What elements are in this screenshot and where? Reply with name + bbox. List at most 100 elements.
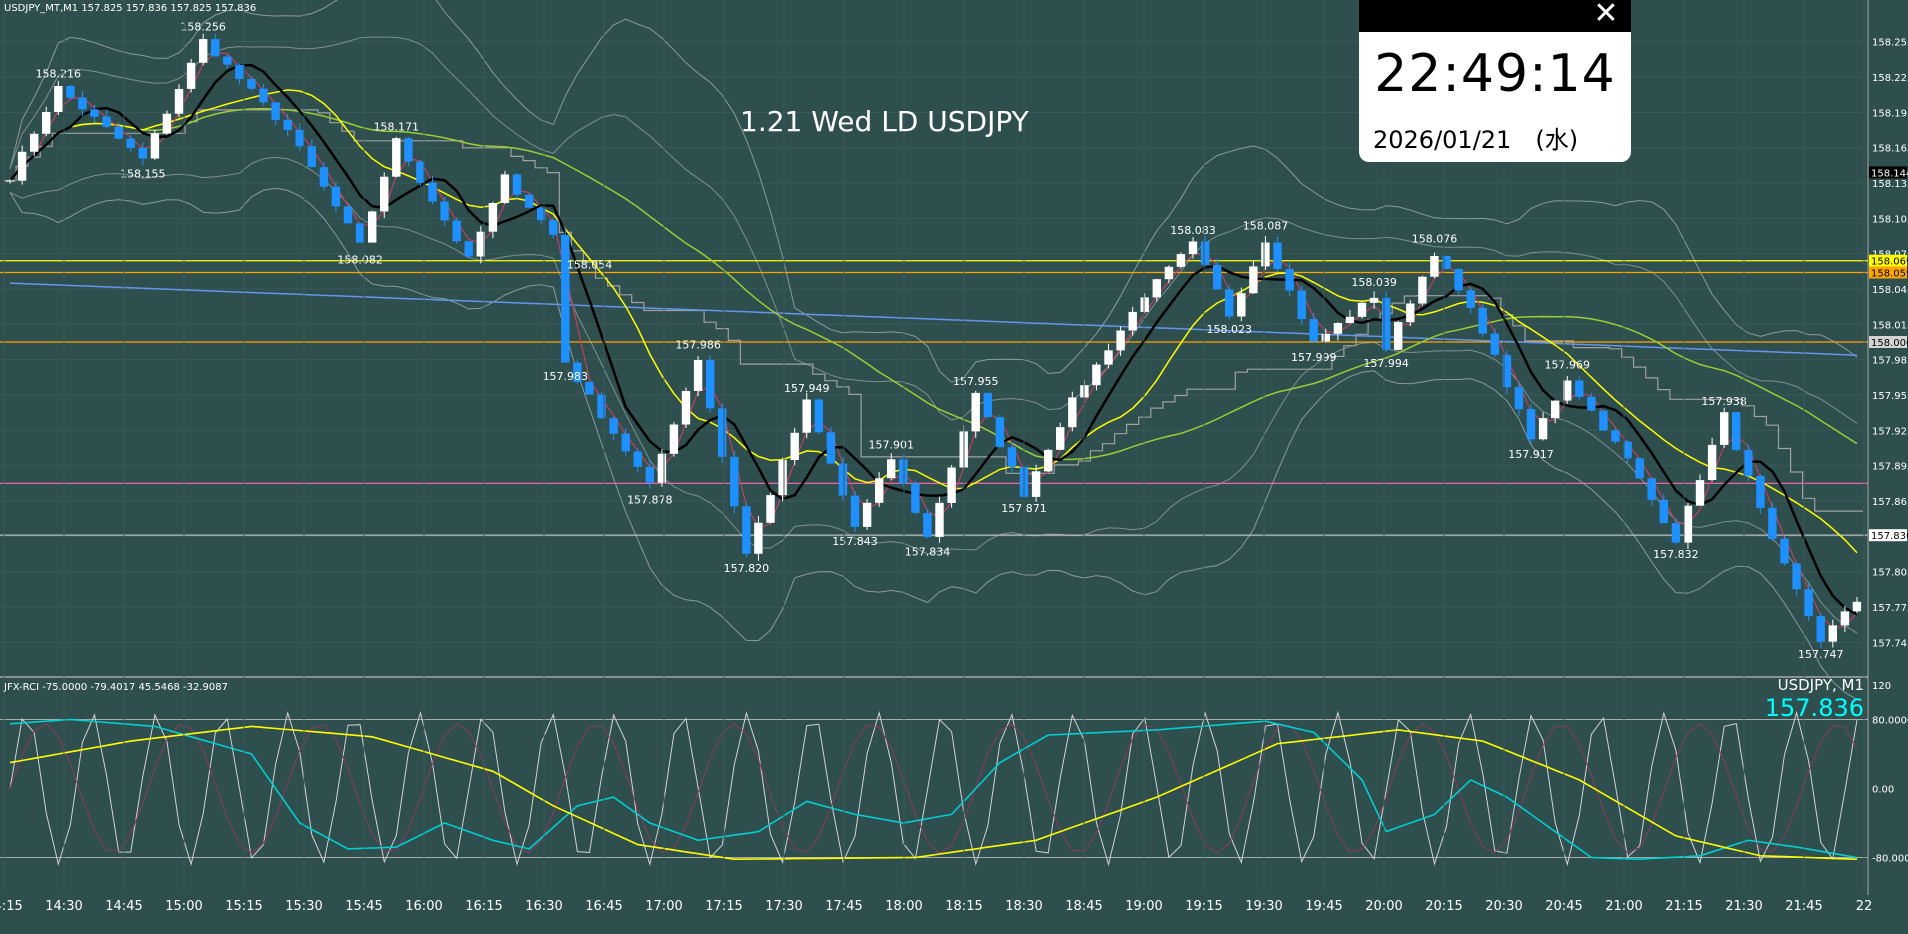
ma-fast: [9, 63, 1858, 616]
candle-body: [500, 174, 510, 203]
price-labels: 158.216 158.155 158.256 158.082 158.171 158.0…: [36, 21, 1844, 662]
time-tick-label: 20:30: [1485, 899, 1522, 914]
price-label: 158.256: [180, 21, 226, 34]
time-tick-label: 14:15: [0, 899, 23, 914]
time-tick-label: 18:15: [945, 899, 982, 914]
candle-body: [452, 220, 461, 242]
candle-body: [476, 231, 485, 257]
time-tick-label: 17:30: [765, 899, 802, 914]
candle-body: [66, 86, 75, 98]
price-tick-label: 158.015: [1872, 320, 1908, 331]
candle-body: [464, 241, 473, 257]
price-label: 157.986: [675, 339, 721, 352]
candle-body: [331, 186, 341, 207]
price-tag: 158.144: [1871, 168, 1908, 179]
price-tag: 158.059: [1871, 269, 1908, 280]
candle-body: [1828, 625, 1837, 642]
candle-body: [199, 39, 208, 63]
candle-body: [259, 88, 268, 103]
candle-body: [645, 466, 654, 483]
candle-body: [1647, 478, 1656, 500]
price-label: 157.747: [1798, 648, 1844, 661]
price-label: 158.155: [120, 167, 166, 180]
ma-mid: [9, 89, 1858, 554]
candle-body: [428, 182, 437, 202]
candle-body: [440, 201, 449, 221]
time-tick-label: 21:00: [1605, 899, 1642, 914]
candle-body: [1309, 319, 1318, 342]
candle-body: [162, 113, 172, 134]
price-label: 157.878: [627, 494, 673, 507]
price-label: 157.820: [724, 562, 770, 575]
candle-body: [1792, 563, 1801, 590]
price-label: 158.076: [1412, 233, 1458, 246]
candle-body: [1297, 290, 1306, 320]
candle-body: [585, 381, 594, 395]
candle-body: [766, 495, 775, 523]
candle-body: [392, 138, 401, 177]
candle-body: [1538, 418, 1548, 440]
time-tick-label: 18:45: [1065, 899, 1102, 914]
price-label: 157.999: [1291, 351, 1337, 364]
rci-short-line: [9, 710, 1858, 867]
candle-body: [1720, 412, 1729, 445]
clock-widget: ✕ 22:49:14 2026/01/21 (水): [1359, 0, 1631, 162]
price-label: 158.171: [374, 121, 420, 134]
candle-body: [1382, 297, 1391, 350]
candle-body: [271, 102, 280, 120]
candle-body: [1357, 302, 1367, 317]
time-tick-label: 20:00: [1365, 899, 1402, 914]
candle-body: [1587, 396, 1596, 411]
time-tick-label: 21:30: [1725, 899, 1762, 914]
candle-body: [30, 133, 39, 152]
price-tick-label: 158.045: [1872, 285, 1908, 296]
candle-body: [1442, 256, 1451, 269]
candle-body: [1007, 447, 1017, 467]
price-label: 157.917: [1508, 448, 1554, 461]
candle-body: [693, 360, 703, 391]
candle-body: [971, 392, 980, 432]
time-tick-label: 19:15: [1185, 899, 1222, 914]
candle-body: [669, 424, 679, 454]
candle-body: [90, 109, 99, 117]
candle-body: [343, 206, 353, 224]
candle-body: [1551, 400, 1560, 419]
rci-pane: 120 80.0000 0.00 -80.0000: [0, 681, 1908, 867]
candle-body: [319, 167, 329, 187]
step-line: [4, 109, 1863, 512]
price-label: 158.023: [1207, 323, 1253, 336]
candle-body: [211, 39, 220, 57]
candle-body: [838, 463, 848, 496]
candle-body: [1671, 523, 1681, 543]
candle-body: [1333, 323, 1343, 334]
candle-body: [1707, 444, 1717, 480]
candle-body: [850, 495, 860, 527]
price-label: 157.938: [1701, 395, 1747, 408]
candle-body: [814, 399, 823, 433]
candle-body: [247, 79, 256, 89]
candle-body: [1104, 350, 1113, 365]
candle-body: [887, 459, 896, 479]
candle-body: [995, 417, 1005, 448]
candle-body: [597, 394, 606, 419]
price-tick-label: 158.165: [1872, 144, 1908, 155]
candle-body: [1261, 242, 1270, 267]
rci-price-label: 157.836: [1765, 694, 1864, 722]
horizontal-lines: [0, 260, 1868, 536]
long-ma: [9, 282, 1858, 356]
candle-body: [416, 161, 425, 183]
candle-body: [1345, 316, 1355, 323]
price-tick-label: 157.805: [1872, 568, 1908, 579]
time-tick-label: 17:00: [645, 899, 682, 914]
candle-body: [1490, 333, 1499, 355]
candle-body: [1116, 330, 1125, 351]
price-tick-label: 158.255: [1872, 38, 1908, 49]
candle-body: [488, 203, 498, 232]
candle-body: [1200, 241, 1210, 265]
time-tick-label: 15:30: [285, 899, 322, 914]
time-tick-label: 20:15: [1425, 899, 1462, 914]
candle-body: [537, 207, 546, 221]
close-icon[interactable]: ✕: [1593, 0, 1619, 31]
time-tick-label: 19:30: [1245, 899, 1282, 914]
price-tag-bg: [1869, 166, 1907, 179]
